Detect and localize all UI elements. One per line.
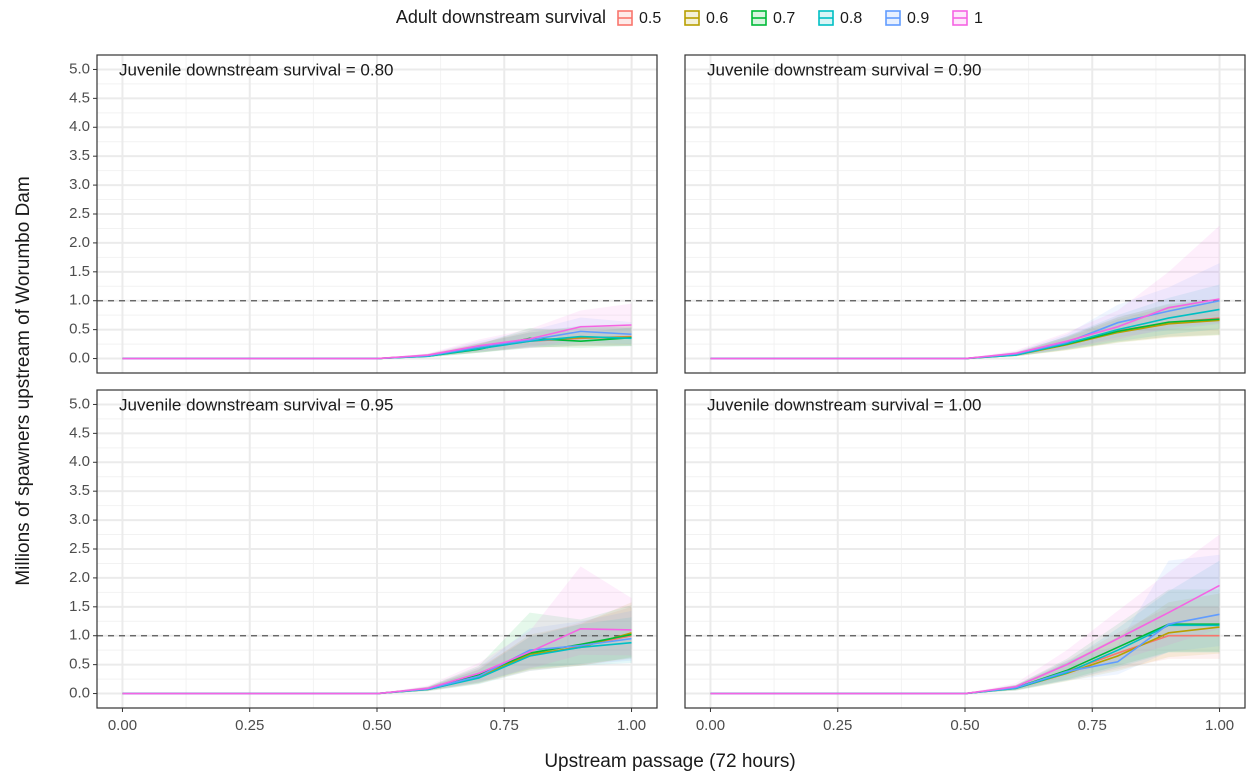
panel-title: Juvenile downstream survival = 0.95 xyxy=(119,395,394,414)
legend-label: 0.9 xyxy=(907,10,929,27)
panel-border xyxy=(96,389,658,709)
y-tick-label: 5.0 xyxy=(69,60,90,77)
legend-label: 0.8 xyxy=(840,10,862,27)
confidence-band xyxy=(710,284,1220,359)
y-tick-label: 2.5 xyxy=(69,205,90,222)
y-tick-label: 4.5 xyxy=(69,424,90,441)
confidence-band xyxy=(122,325,632,359)
x-tick-label: 1.00 xyxy=(617,717,646,734)
y-tick-label: 0.0 xyxy=(69,685,90,702)
x-tick-label: 0.75 xyxy=(490,717,519,734)
panel-title: Juvenile downstream survival = 1.00 xyxy=(707,395,982,414)
x-tick-label: 0.25 xyxy=(235,717,264,734)
confidence-band xyxy=(122,606,632,694)
confidence-band xyxy=(710,297,1220,359)
y-tick-label: 4.0 xyxy=(69,118,90,135)
confidence-band xyxy=(122,617,632,694)
y-tick-label: 3.5 xyxy=(69,147,90,164)
x-tick-label: 0.50 xyxy=(362,717,391,734)
y-tick-label: 4.0 xyxy=(69,453,90,470)
confidence-band xyxy=(710,225,1220,359)
y-tick-label: 1.5 xyxy=(69,263,90,280)
y-tick-label: 5.0 xyxy=(69,395,90,412)
panel-title: Juvenile downstream survival = 0.80 xyxy=(119,60,394,79)
x-tick-label: 0.00 xyxy=(108,717,137,734)
y-tick-label: 3.0 xyxy=(69,176,90,193)
legend-label: 0.6 xyxy=(706,10,728,27)
confidence-band xyxy=(122,327,632,359)
confidence-band xyxy=(710,534,1220,694)
confidence-band xyxy=(122,317,632,359)
panel-border xyxy=(684,389,1246,709)
legend-label: 1 xyxy=(974,10,983,27)
y-tick-label: 2.0 xyxy=(69,569,90,586)
series-line xyxy=(710,584,1220,695)
legend-label: 0.5 xyxy=(639,10,661,27)
y-tick-label: 0.5 xyxy=(69,656,90,673)
y-tick-label: 3.5 xyxy=(69,482,90,499)
confidence-band xyxy=(122,610,632,694)
confidence-band xyxy=(122,326,632,359)
confidence-band xyxy=(710,593,1220,694)
y-tick-label: 0.5 xyxy=(69,321,90,338)
confidence-band xyxy=(710,299,1220,359)
confidence-band xyxy=(122,325,632,359)
x-tick-label: 1.00 xyxy=(1205,717,1234,734)
y-tick-label: 1.0 xyxy=(69,627,90,644)
series-line xyxy=(710,298,1220,360)
x-axis-label: Upstream passage (72 hours) xyxy=(544,751,795,772)
confidence-band xyxy=(710,606,1220,694)
y-tick-label: 2.0 xyxy=(69,234,90,251)
confidence-band xyxy=(710,589,1220,694)
y-tick-label: 3.0 xyxy=(69,511,90,528)
series-line xyxy=(122,324,632,360)
y-tick-label: 0.0 xyxy=(69,350,90,367)
y-tick-label: 2.5 xyxy=(69,540,90,557)
series-line xyxy=(122,627,632,695)
confidence-band xyxy=(710,301,1220,359)
panel-border xyxy=(684,54,1246,374)
x-tick-label: 0.25 xyxy=(823,717,852,734)
confidence-band xyxy=(122,602,632,694)
x-tick-label: 0.75 xyxy=(1078,717,1107,734)
y-tick-label: 4.5 xyxy=(69,89,90,106)
legend-label: 0.7 xyxy=(773,10,795,27)
y-tick-label: 1.5 xyxy=(69,598,90,615)
confidence-band xyxy=(710,560,1220,694)
panel-title: Juvenile downstream survival = 0.90 xyxy=(707,60,982,79)
confidence-band xyxy=(122,605,632,694)
x-tick-label: 0.00 xyxy=(696,717,725,734)
x-tick-label: 0.50 xyxy=(950,717,979,734)
panel-border xyxy=(96,54,658,374)
legend-title: Adult downstream survival xyxy=(396,7,606,27)
y-tick-label: 1.0 xyxy=(69,292,90,309)
y-axis-label: Millions of spawners upstream of Worumbo… xyxy=(13,176,34,585)
